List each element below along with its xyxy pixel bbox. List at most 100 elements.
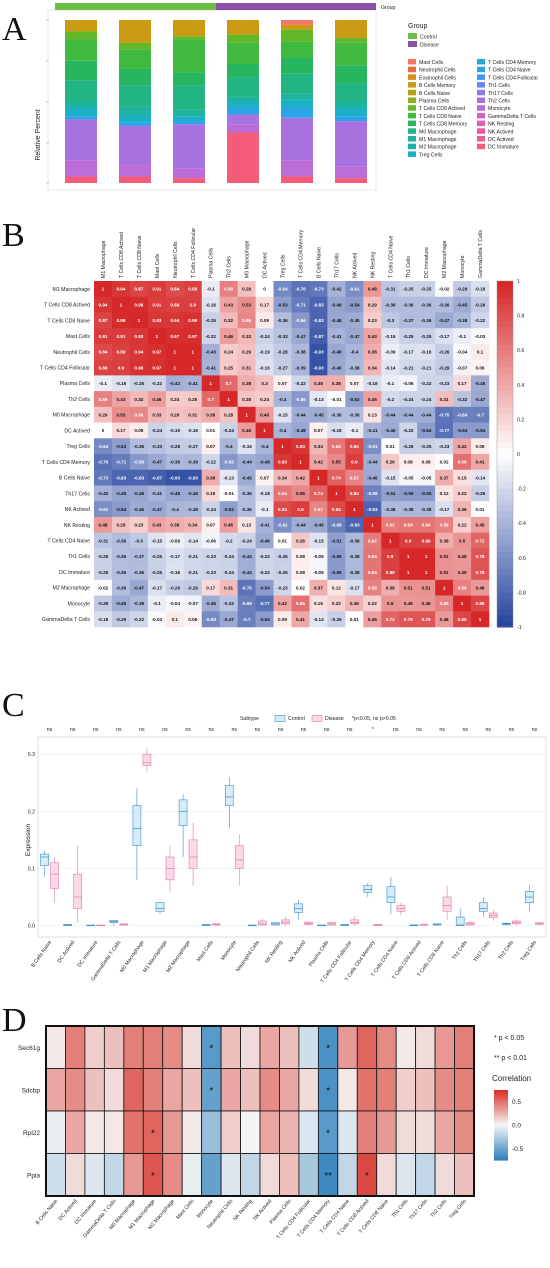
corr-value-11-1: -0.71 [116, 460, 127, 465]
corr-cell-21-7 [219, 611, 238, 628]
corr-cell-16-11 [291, 532, 310, 549]
colorbar-tick-0: 1 [517, 279, 520, 285]
corr-cell-18-17 [399, 564, 418, 581]
corr-cell-21-18 [417, 611, 436, 628]
corr-cell-20-21 [471, 595, 490, 612]
corr-cell-1-7 [219, 296, 238, 313]
corr-cell-14-10 [273, 501, 292, 518]
corr-value-5-18: -0.21 [421, 365, 432, 370]
corr-value-8-5: 0.31 [188, 412, 197, 417]
row-label-21: GammaDelta T Cells [42, 617, 90, 623]
corr-cell-14-9 [255, 501, 274, 518]
corr-value-8-17: -0.44 [403, 412, 414, 417]
corr-value-7-12: -0.13 [313, 397, 324, 402]
corr-value-1-20: -0.45 [457, 302, 468, 307]
legend-swatch-5 [408, 97, 416, 103]
corr-cell-1-8 [237, 296, 256, 313]
corr-cell-9-17 [399, 422, 418, 439]
corr-cell-18-18 [417, 564, 436, 581]
colorbar-step-17 [497, 379, 513, 386]
corr-cell-5-8 [237, 359, 256, 376]
stack-segment-1-10 [119, 176, 151, 183]
corr-value-18-9: -0.22 [259, 570, 270, 575]
corr-value-17-9: -0.22 [259, 554, 270, 559]
corr-value-2-21: -0.22 [475, 318, 486, 323]
stack-segment-0-8 [65, 119, 97, 161]
gene-cell-0-13 [298, 1025, 319, 1069]
corr-cell-11-17 [399, 454, 418, 471]
corr-cell-9-11 [291, 422, 310, 439]
gene-cell-3-8 [201, 1153, 222, 1197]
corr-cell-16-13 [327, 532, 346, 549]
disease-box-13 [350, 919, 360, 925]
corr-cell-14-3 [147, 501, 167, 518]
gene-cell-1-1 [65, 1068, 86, 1112]
corr-cell-18-1 [111, 564, 131, 581]
d-colorbar-step-33 [494, 1147, 508, 1151]
corr-cell-17-13 [327, 548, 346, 565]
gene-cell-3-18 [395, 1153, 417, 1197]
corr-value-4-6: -0.43 [205, 350, 216, 355]
corr-value-18-10: -0.25 [277, 570, 288, 575]
disease-box-17 [442, 896, 452, 912]
corr-value-16-12: -0.15 [313, 538, 324, 543]
legend-label-11: M2 Macrophage [419, 145, 457, 151]
gene-cell-3-19 [415, 1153, 436, 1197]
d-colorbar-step-19 [494, 1123, 508, 1126]
corr-value-8-9: 0.46 [260, 412, 269, 417]
gene-cell-3-15 [337, 1153, 358, 1197]
corr-value-4-11: -0.38 [295, 350, 306, 355]
corr-cell-9-19 [435, 422, 454, 439]
corr-cell-17-20 [453, 548, 472, 565]
corr-value-4-16: -0.09 [385, 350, 396, 355]
gene-cell-0-20 [434, 1025, 455, 1069]
corr-value-20-6: -0.45 [205, 601, 216, 606]
col-label-13: Th17 Cells [334, 253, 340, 278]
corr-value-11-2: -0.56 [134, 460, 145, 465]
corr-value-17-21: 0.79 [476, 554, 485, 559]
colorbar-tick-4: 0.2 [517, 417, 524, 423]
gene-cell-3-9 [220, 1153, 241, 1197]
corr-cell-2-19 [435, 312, 454, 329]
stack-segment-0-2 [65, 39, 97, 61]
corr-cell-17-2 [129, 548, 149, 565]
corr-cell-12-0 [94, 469, 113, 486]
corr-cell-5-21 [471, 359, 490, 376]
corr-value-5-8: 0.31 [242, 365, 251, 370]
gene-cell-1-17 [376, 1068, 397, 1112]
corr-cell-7-9 [255, 391, 274, 408]
corr-value-3-14: -0.47 [349, 334, 360, 339]
corr-cell-20-8 [237, 595, 256, 612]
corr-cell-3-14 [345, 328, 364, 345]
control-box-14 [363, 885, 373, 893]
corr-value-9-7: -0.24 [223, 428, 234, 433]
corr-value-7-17: -0.24 [403, 397, 414, 402]
corr-value-1-11: -0.71 [295, 302, 306, 307]
corr-value-19-14: -0.17 [349, 585, 360, 590]
legend-label-12: Treg Cells [419, 152, 443, 158]
d-colorbar-step-39 [494, 1158, 508, 1161]
corr-cell-5-9 [255, 359, 274, 376]
gene-cell-3-7 [181, 1153, 203, 1197]
corr-cell-10-18 [417, 438, 436, 455]
colorbar-step-46 [497, 546, 513, 553]
corr-value-5-14: -0.38 [349, 365, 360, 370]
legend-label-9: M0 Macrophage [419, 129, 457, 135]
corr-value-5-4: 1 [174, 365, 177, 370]
stack-segment-0-9 [65, 160, 97, 177]
corr-cell-4-3 [147, 343, 167, 360]
corr-cell-3-16 [381, 328, 400, 345]
corr-cell-15-3 [147, 516, 167, 533]
corr-value-5-15: 0.34 [368, 365, 377, 370]
corr-cell-19-7 [219, 579, 238, 596]
corr-cell-9-20 [453, 422, 472, 439]
panel-a-ylabel: Relative Percent [35, 109, 42, 160]
colorbar-step-16 [497, 373, 513, 380]
gene-cell-1-0 [45, 1068, 66, 1112]
corr-cell-3-4 [165, 328, 185, 345]
corr-value-5-20: -0.07 [457, 365, 468, 370]
corr-cell-2-1 [111, 312, 131, 329]
corr-value-14-15: -0.83 [367, 507, 378, 512]
stack-segment-1-6 [119, 114, 151, 123]
corr-cell-20-16 [381, 595, 400, 612]
